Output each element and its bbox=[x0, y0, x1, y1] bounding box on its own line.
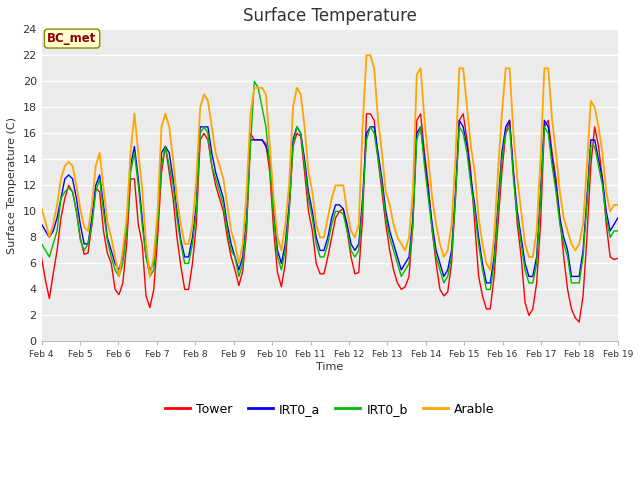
Text: BC_met: BC_met bbox=[47, 32, 97, 45]
Y-axis label: Surface Temperature (C): Surface Temperature (C) bbox=[7, 117, 17, 254]
X-axis label: Time: Time bbox=[316, 362, 344, 372]
Legend: Tower, IRT0_a, IRT0_b, Arable: Tower, IRT0_a, IRT0_b, Arable bbox=[160, 397, 499, 420]
Title: Surface Temperature: Surface Temperature bbox=[243, 7, 417, 25]
